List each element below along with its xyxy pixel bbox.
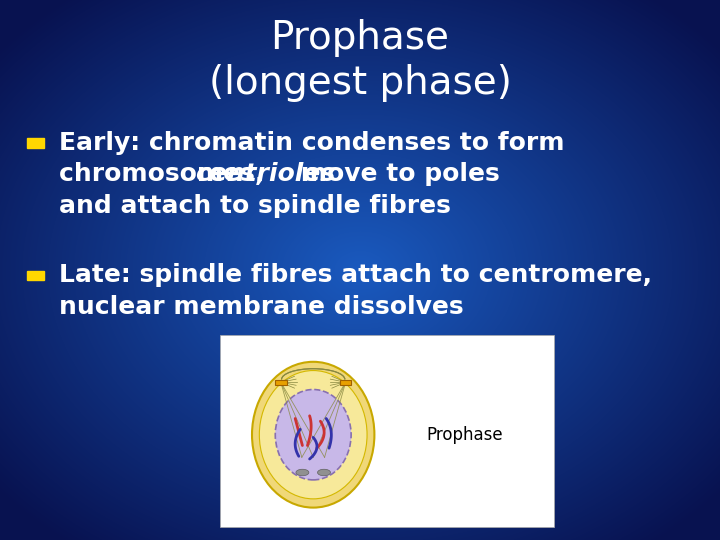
Bar	[275, 380, 287, 384]
Ellipse shape	[259, 370, 367, 499]
Text: move to poles: move to poles	[292, 163, 500, 186]
Bar	[27, 271, 44, 280]
Ellipse shape	[296, 469, 309, 476]
Text: centrioles: centrioles	[195, 163, 336, 186]
Text: chromosomes,: chromosomes,	[59, 163, 273, 186]
FancyBboxPatch shape	[220, 335, 554, 526]
Bar	[340, 380, 351, 384]
Text: Prophase
(longest phase): Prophase (longest phase)	[209, 19, 511, 103]
Ellipse shape	[318, 469, 330, 476]
Text: nuclear membrane dissolves: nuclear membrane dissolves	[59, 295, 464, 319]
Text: and attach to spindle fibres: and attach to spindle fibres	[59, 194, 451, 218]
Text: Late: spindle fibres attach to centromere,: Late: spindle fibres attach to centromer…	[59, 264, 652, 287]
Text: Prophase: Prophase	[426, 426, 503, 444]
Text: Early: chromatin condenses to form: Early: chromatin condenses to form	[59, 131, 564, 155]
Ellipse shape	[252, 362, 374, 508]
Ellipse shape	[275, 389, 351, 480]
Bar	[27, 138, 44, 148]
